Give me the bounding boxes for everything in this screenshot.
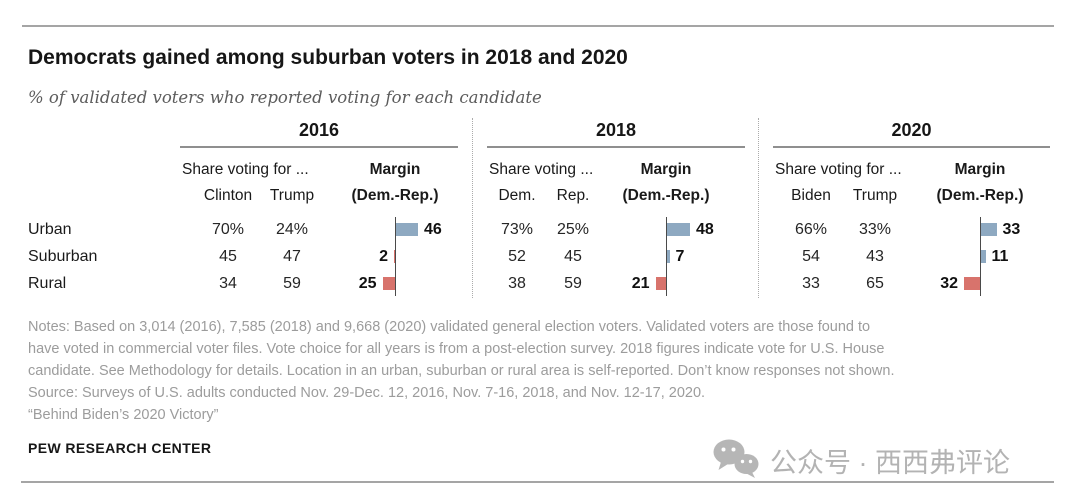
table-row: 70% 24% 46 [180,216,458,243]
share-heading: Share voting for ... [182,161,309,178]
margin-heading: Margin [369,161,421,178]
rep-share-value: 59 [564,275,582,292]
table-row: 34 59 25 [180,270,458,297]
rep-share-value: 43 [866,248,884,265]
year-header: 2020 [773,120,1050,148]
margin-value: 2 [379,248,388,265]
rep-share-value: 65 [866,275,884,292]
margin-axis-line [666,217,667,296]
dem-share-value: 33 [802,275,820,292]
section-2016: 2016 Share voting for ... Margin Clinton… [180,120,458,300]
rep-column-header: Trump [852,187,898,204]
margin-bar [395,223,418,236]
margin-value: 32 [940,275,958,292]
margin-bar-cell: 33 [898,216,1050,243]
dem-share-value: 34 [219,275,237,292]
report-title-line: “Behind Biden’s 2020 Victory” [28,407,219,423]
year-header: 2016 [180,120,458,148]
margin-bar [666,223,690,236]
wechat-icon [712,438,760,483]
margin-subheading: (Dem.-Rep.) [351,187,439,204]
dem-column-header: Dem. [498,187,536,204]
margin-bar [980,250,986,263]
dem-column-header: Biden [791,187,831,204]
margin-bar [394,250,395,263]
dem-share-value: 45 [219,248,237,265]
margin-bar-cell: 48 [597,216,745,243]
margin-heading: Margin [954,161,1006,178]
table-row: 33 65 32 [773,270,1050,297]
margin-bar-cell: 46 [320,216,458,243]
dem-share-value: 66% [794,221,828,238]
row-label-rural: Rural [28,275,67,292]
table-row: 52 45 7 [487,243,745,270]
section-divider [472,118,473,298]
source-line: Source: Surveys of U.S. adults conducted… [28,385,706,401]
section-divider [758,118,759,298]
dem-share-value: 70% [211,221,245,238]
dem-share-value: 52 [508,248,526,265]
row-label-column: Urban Suburban Rural [28,216,97,297]
margin-bar-cell: 2 [320,243,458,270]
margin-value: 21 [631,275,650,292]
row-label-suburban: Suburban [28,248,98,265]
margin-bar-cell: 11 [898,243,1050,270]
chart-subtitle: % of validated voters who reported votin… [28,88,542,107]
dem-share-value: 54 [802,248,820,265]
dem-share-value: 38 [508,275,526,292]
margin-subheading: (Dem.-Rep.) [622,187,710,204]
margin-bar [964,277,980,290]
table-row: 73% 25% 48 [487,216,745,243]
margin-bar-cell: 32 [898,270,1050,297]
margin-bar-cell: 7 [597,243,745,270]
section-2018: 2018 Share voting ... Margin Dem. Rep. (… [487,120,745,300]
dem-share-value: 73% [500,221,534,238]
margin-axis-line [395,217,396,296]
margin-bar [655,277,666,290]
watermark-text: 公众号 · 西西弗评论 [770,448,1010,478]
notes-line: have voted in commercial voter files. Vo… [28,341,885,357]
notes-line: candidate. See Methodology for details. … [28,363,895,379]
margin-bar [382,277,395,290]
margin-value: 33 [1002,221,1021,238]
margin-axis-line [980,217,981,296]
share-heading: Share voting for ... [775,161,902,178]
table-row: 38 59 21 [487,270,745,297]
bottom-rule [21,481,1054,483]
rep-share-value: 45 [564,248,582,265]
margin-value: 7 [675,248,685,265]
dem-column-header: Clinton [203,187,253,204]
watermark: 公众号 · 西西弗评论 [712,438,1010,483]
margin-value: 48 [696,221,714,238]
margin-bar [980,223,997,236]
margin-bar-cell: 25 [320,270,458,297]
page-title: Democrats gained among suburban voters i… [28,46,628,69]
table-row: 54 43 11 [773,243,1050,270]
margin-value: 11 [991,248,1009,265]
rep-share-value: 25% [556,221,590,238]
section-2020: 2020 Share voting for ... Margin Biden T… [773,120,1050,300]
rep-share-value: 47 [283,248,301,265]
top-rule [22,25,1054,27]
rep-column-header: Rep. [556,187,590,204]
margin-value: 25 [358,275,377,292]
table-row: 45 47 2 [180,243,458,270]
year-header: 2018 [487,120,745,148]
row-label-urban: Urban [28,221,72,238]
share-heading: Share voting ... [489,161,594,178]
rep-share-value: 33% [858,221,892,238]
margin-subheading: (Dem.-Rep.) [936,187,1024,204]
brand-label: PEW RESEARCH CENTER [28,440,212,456]
rep-column-header: Trump [269,187,315,204]
margin-bar [666,250,670,263]
rep-share-value: 24% [275,221,309,238]
notes-line: Notes: Based on 3,014 (2016), 7,585 (201… [28,319,871,335]
notes-block: Notes: Based on 3,014 (2016), 7,585 (201… [28,316,1048,426]
table-row: 66% 33% 33 [773,216,1050,243]
margin-heading: Margin [640,161,692,178]
margin-bar-cell: 21 [597,270,745,297]
rep-share-value: 59 [283,275,301,292]
margin-value: 46 [424,221,442,238]
